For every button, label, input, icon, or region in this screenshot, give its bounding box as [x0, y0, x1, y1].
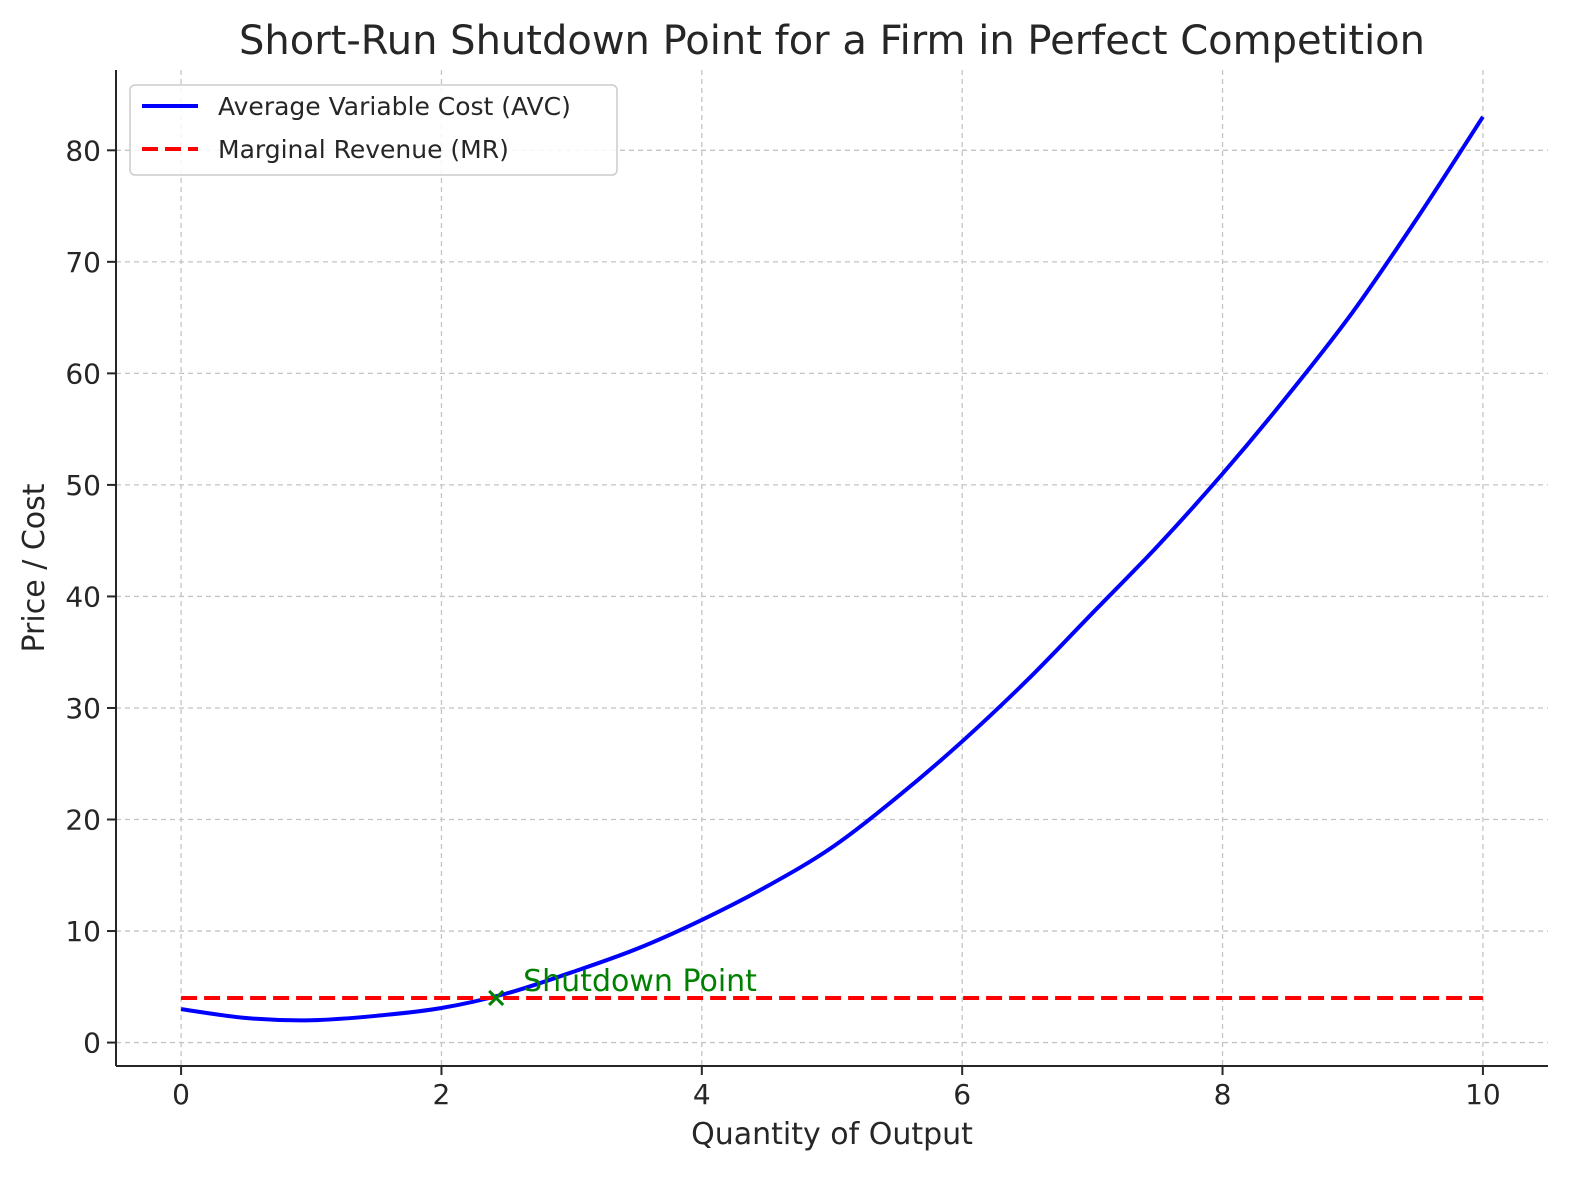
x-tick-label: 10	[1465, 1078, 1501, 1111]
avc-curve	[180, 115, 1485, 1023]
legend-mr-label: Marginal Revenue (MR)	[218, 135, 509, 164]
y-tick-label: 20	[65, 804, 101, 837]
y-tick-label: 50	[65, 469, 101, 502]
chart-title: Short-Run Shutdown Point for a Firm in P…	[239, 18, 1425, 64]
y-tick-label: 80	[65, 134, 101, 167]
x-tick-label: 2	[433, 1078, 451, 1111]
y-tick-label: 40	[65, 580, 101, 613]
y-tick-label: 30	[65, 692, 101, 725]
x-axis-label: Quantity of Output	[691, 1117, 973, 1152]
x-tick-label: 4	[693, 1078, 711, 1111]
legend-avc-label: Average Variable Cost (AVC)	[218, 92, 571, 121]
y-tick-label: 0	[83, 1027, 101, 1060]
axis-ticks: 0 2 4 6 8 10 0 10 20 30 40 50 60 70 80	[65, 134, 1500, 1111]
x-tick-label: 8	[1214, 1078, 1232, 1111]
grid	[116, 70, 1548, 1066]
shutdown-point-marker	[488, 989, 505, 1007]
y-tick-label: 60	[65, 357, 101, 390]
x-tick-label: 0	[172, 1078, 190, 1111]
plot-area	[180, 115, 1485, 1023]
legend-box	[129, 84, 618, 176]
y-tick-label: 10	[65, 915, 101, 948]
y-tick-label: 70	[65, 246, 101, 279]
x-tick-label: 6	[953, 1078, 971, 1111]
y-axis-label: Price / Cost	[17, 483, 52, 652]
annotation-layer: Shutdown Point	[488, 964, 757, 1007]
shutdown-point-label: Shutdown Point	[523, 964, 757, 999]
legend: Average Variable Cost (AVC) Marginal Rev…	[129, 84, 618, 176]
